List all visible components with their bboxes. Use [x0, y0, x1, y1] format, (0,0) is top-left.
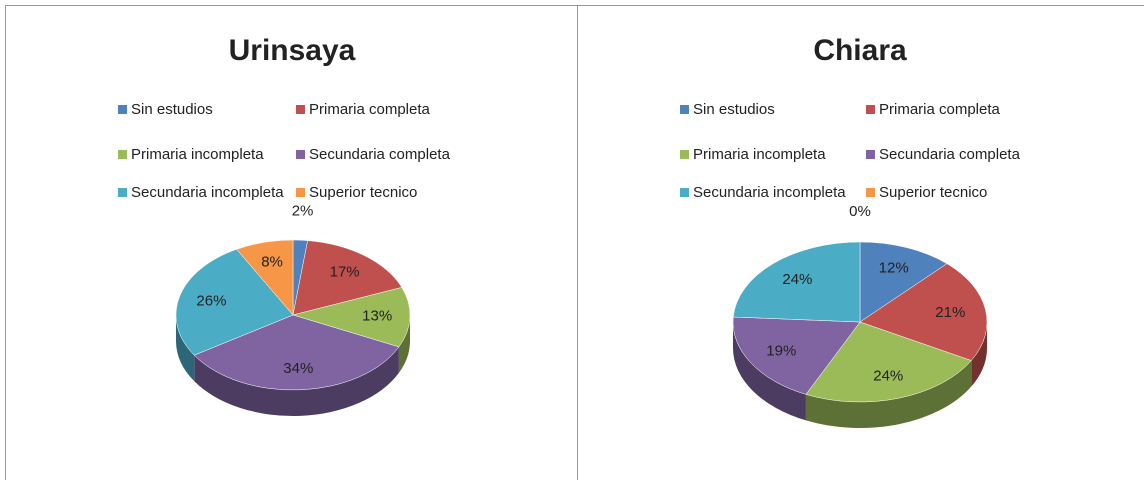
legend-label: Superior tecnico — [879, 184, 987, 201]
data-label: 17% — [330, 263, 360, 280]
legend-label: Primaria completa — [879, 101, 1001, 118]
legend-label: Primaria completa — [309, 101, 431, 118]
data-label: 34% — [283, 360, 313, 377]
data-label: 24% — [782, 271, 812, 288]
legend-swatch — [296, 188, 305, 197]
legend-label: Secundaria incompleta — [131, 184, 284, 201]
legend-swatch — [296, 105, 305, 114]
legend-swatch — [680, 188, 689, 197]
legend-swatch — [118, 188, 127, 197]
legend-label: Superior tecnico — [309, 184, 417, 201]
legend-label: Secundaria incompleta — [693, 184, 846, 201]
data-label: 21% — [935, 304, 965, 321]
chart-title: Urinsaya — [229, 34, 356, 67]
legend-label: Primaria incompleta — [693, 146, 826, 163]
legend-swatch — [118, 150, 127, 159]
legend-swatch — [866, 105, 875, 114]
legend-swatch — [118, 105, 127, 114]
legend-label: Sin estudios — [131, 101, 213, 118]
legend-swatch — [680, 150, 689, 159]
data-label: 0% — [849, 203, 871, 220]
data-label: 19% — [766, 342, 796, 359]
data-label: 24% — [873, 368, 903, 385]
legend-swatch — [866, 188, 875, 197]
legend-label: Secundaria completa — [879, 146, 1021, 163]
legend-label: Secundaria completa — [309, 146, 451, 163]
legend-label: Sin estudios — [693, 101, 775, 118]
chart-title: Chiara — [813, 34, 907, 67]
legend-swatch — [296, 150, 305, 159]
legend-label: Primaria incompleta — [131, 146, 264, 163]
legend-swatch — [866, 150, 875, 159]
data-label: 26% — [196, 293, 226, 310]
data-label: 2% — [292, 203, 314, 220]
data-label: 12% — [879, 259, 909, 276]
data-label: 8% — [261, 254, 283, 271]
data-label: 13% — [362, 308, 392, 325]
legend-swatch — [680, 105, 689, 114]
